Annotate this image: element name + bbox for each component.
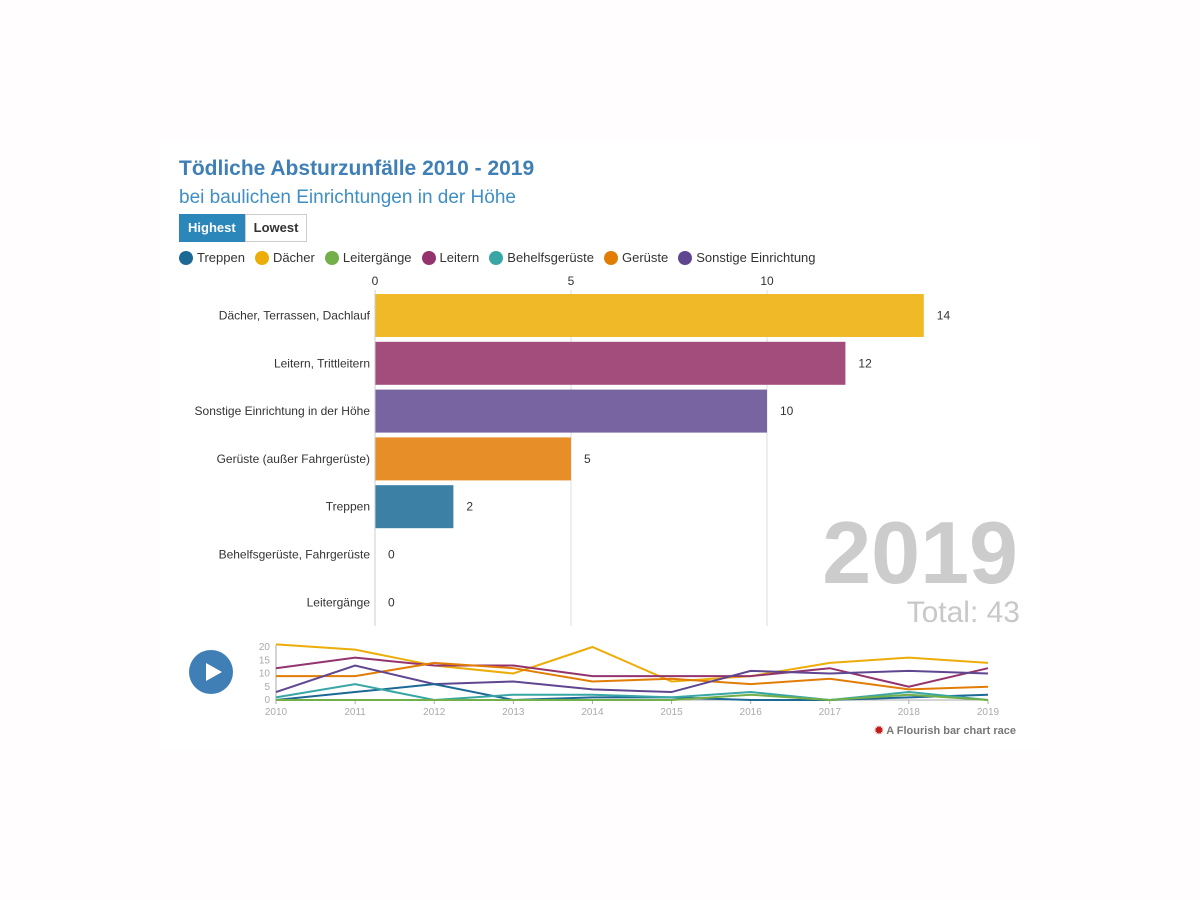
legend-item[interactable]: Sonstige Einrichtung: [678, 250, 816, 265]
category-label: Behelfsgerüste, Fahrgerüste: [219, 548, 371, 562]
value-label: 5: [584, 452, 591, 466]
category-label: Sonstige Einrichtung in der Höhe: [195, 404, 371, 418]
bar[interactable]: [375, 485, 454, 529]
play-button[interactable]: [189, 650, 233, 694]
legend-swatch: [421, 250, 436, 265]
legend-swatch: [489, 250, 504, 265]
legend-item[interactable]: Gerüste: [604, 250, 668, 265]
y-tick-label: 10: [259, 669, 271, 680]
total-label: Total: 43: [907, 596, 1020, 629]
y-tick-label: 5: [264, 682, 270, 693]
legend-label: Dächer: [272, 250, 315, 265]
legend-label: Behelfsgerüste: [507, 250, 595, 265]
legend-swatch: [678, 250, 693, 265]
value-label: 2: [466, 500, 473, 514]
legend-label: Leitern: [439, 250, 480, 265]
x-tick-label: 2018: [898, 707, 921, 718]
x-tick-label: 2019: [977, 707, 1000, 718]
series-line: [276, 693, 989, 702]
series-line: [275, 656, 989, 688]
x-tick-label: 2012: [423, 707, 446, 718]
legend-item[interactable]: Treppen: [179, 250, 245, 265]
legend-label: Sonstige Einrichtung: [696, 250, 816, 265]
x-tick-label: 2014: [581, 707, 604, 718]
chart-subtitle: bei baulichen Einrichtungen in der Höhe: [179, 187, 516, 208]
year-label: 2019: [822, 503, 1018, 602]
x-tick-label: 5: [568, 274, 575, 288]
legend-label: Leitergänge: [342, 250, 412, 265]
legend: Treppen Dächer Leitergänge Leitern Behelfsge…: [179, 250, 816, 265]
x-tick-label: 2017: [819, 707, 842, 718]
bar[interactable]: [375, 437, 571, 481]
bar[interactable]: [375, 294, 924, 337]
legend-label: Treppen: [197, 250, 245, 265]
chart-title: Tödliche Absturzunfälle 2010 - 2019: [179, 157, 535, 180]
lowest-button[interactable]: Lowest: [244, 214, 308, 242]
category-label: Gerüste (außer Fahrgerüste): [217, 452, 370, 466]
x-tick-label: 10: [760, 274, 774, 288]
value-label: 12: [858, 356, 872, 370]
legend-swatch: [324, 250, 339, 265]
category-label: Leitergänge: [307, 595, 371, 609]
legend-item[interactable]: Dächer: [254, 250, 315, 265]
value-label: 10: [780, 404, 794, 418]
series-line: [275, 643, 989, 683]
flourish-credit[interactable]: ✹ A Flourish bar chart race: [874, 725, 1016, 737]
bar[interactable]: [375, 389, 767, 433]
x-tick-label: 0: [372, 274, 379, 288]
x-tick-label: 2015: [660, 707, 683, 718]
x-tick-label: 2011: [344, 707, 366, 718]
highest-button[interactable]: Highest: [179, 214, 245, 242]
category-label: Treppen: [326, 500, 370, 514]
value-label: 0: [388, 595, 395, 609]
series-line: [275, 683, 989, 702]
legend-swatch: [254, 250, 269, 265]
legend-item[interactable]: Leitern: [421, 250, 480, 265]
y-tick-label: 0: [264, 695, 270, 706]
category-label: Dächer, Terrassen, Dachlauf: [219, 309, 371, 323]
x-tick-label: 2010: [265, 707, 288, 718]
series-line: [275, 683, 989, 702]
legend-label: Gerüste: [622, 250, 669, 265]
category-label: Leitern, Trittleitern: [274, 356, 370, 370]
sort-toggle: Highest Lowest: [179, 214, 308, 242]
flourish-logo-icon: ✹: [874, 725, 884, 737]
legend-swatch: [179, 250, 193, 265]
series-line: [276, 661, 989, 691]
series-line: [275, 664, 989, 694]
value-label: 14: [937, 309, 951, 323]
y-tick-label: 15: [259, 655, 271, 666]
y-tick-label: 20: [259, 642, 271, 653]
value-label: 0: [388, 548, 395, 562]
x-tick-label: 2013: [502, 707, 525, 718]
legend-item[interactable]: Behelfsgerüste: [489, 250, 594, 265]
x-tick-label: 2016: [740, 707, 763, 718]
bar[interactable]: [375, 341, 846, 385]
legend-item[interactable]: Leitergänge: [324, 250, 412, 265]
legend-swatch: [604, 250, 619, 265]
